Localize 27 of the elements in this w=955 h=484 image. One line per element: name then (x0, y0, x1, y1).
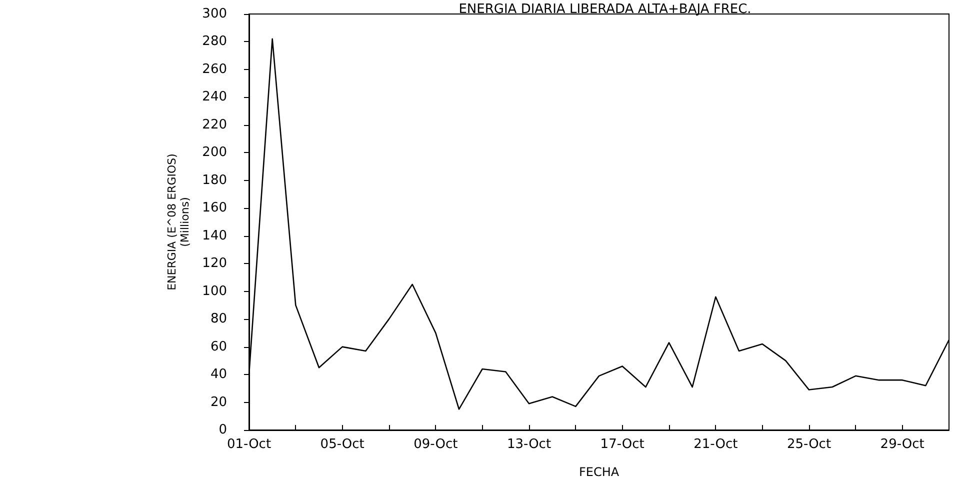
y-tick-label: 100 (202, 284, 227, 299)
y-axis-title: ENERGIA (E^08 ERGIOS) (Millions) (165, 154, 192, 290)
x-tick-label: 01-Oct (226, 437, 272, 452)
y-tick-label: 280 (202, 34, 227, 50)
y-tick-label: 0 (218, 422, 227, 438)
y-tick-label: 260 (202, 62, 227, 77)
y-tick-label: 200 (202, 145, 227, 160)
y-tick-label: 140 (202, 228, 227, 244)
x-tick-label: 09-Oct (414, 437, 458, 452)
x-tick-label: 05-Oct (320, 437, 364, 452)
x-tick-label: 29-Oct (880, 437, 924, 452)
y-tick-label: 120 (202, 256, 227, 272)
y-tick-label: 240 (202, 90, 227, 105)
y-tick-label: 220 (202, 117, 227, 132)
y-tick-label: 80 (210, 312, 227, 327)
x-tick-label: 21-Oct (694, 437, 738, 452)
y-tick-label: 180 (202, 172, 227, 188)
y-tick-label: 300 (202, 6, 227, 22)
y-tick-label: 60 (210, 339, 227, 354)
x-tick-label: 13-Oct (506, 437, 552, 452)
x-tick-label: 17-Oct (600, 437, 644, 452)
y-tick-label: 160 (202, 200, 227, 216)
chart-title: ENERGIA DIARIA LIBERADA ALTA+BAJA FREC. (458, 2, 752, 17)
x-tick-label: 25-Oct (786, 437, 832, 452)
y-tick-label: 40 (210, 367, 227, 382)
y-tick-label: 20 (210, 394, 227, 410)
x-axis-title: FECHA (578, 465, 620, 479)
